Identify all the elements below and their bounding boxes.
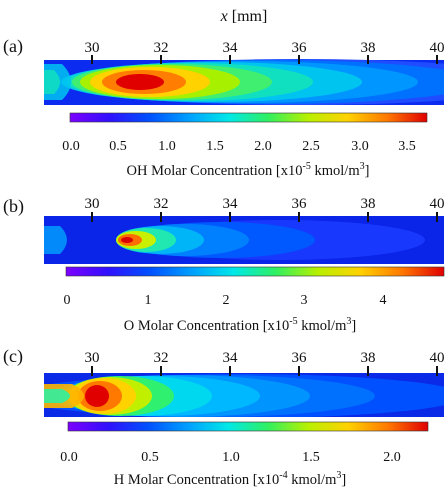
panel-a-label: (a) — [3, 36, 23, 57]
panel-b-x-tick-label: 38 — [361, 196, 376, 212]
panel-c-contour-field — [44, 373, 444, 417]
panel-c-colorbar-tick-label: 2.0 — [383, 450, 401, 465]
panel-b-colorbar-tick-label: 3 — [301, 293, 308, 308]
panel-b-colorbar-tick-label: 4 — [380, 293, 387, 308]
panel-b-inlet-core — [44, 226, 67, 254]
panel-c-x-tick-marks — [91, 366, 438, 376]
panel-a-colorbar-tick-label: 2.0 — [254, 139, 272, 154]
panel-a-colorbar-tick-label: 0.0 — [62, 139, 80, 154]
panel-a-colorbar-title: OH Molar Concentration [x10-5 kmol/m3] — [127, 161, 370, 179]
panel-a-x-tick-label: 38 — [361, 40, 376, 56]
panel-b-contour-level — [121, 237, 133, 243]
panel-c-colorbar-tick-label: 0.5 — [141, 450, 159, 465]
panel-a: (a) 30 32 34 36 38 40 — [3, 36, 445, 179]
panel-b-x-tick-label: 34 — [223, 196, 239, 212]
panel-b-contour-field — [44, 216, 444, 264]
panel-a-x-tick-label: 36 — [292, 40, 308, 56]
panel-c-x-tick-label: 32 — [154, 350, 169, 366]
panel-c-inner-lobe — [44, 389, 70, 403]
panel-b-x-tick-label: 32 — [154, 196, 169, 212]
panel-c-x-tick-label: 40 — [430, 350, 445, 366]
panel-a-colorbar-tick-label: 1.5 — [206, 139, 224, 154]
panel-c-colorbar — [67, 421, 429, 432]
panel-a-x-tick-label: 34 — [223, 40, 239, 56]
panel-b-colorbar-ticks: 0 1 2 3 4 — [64, 293, 387, 308]
panel-a-colorbar-tick-label: 3.5 — [398, 139, 416, 154]
panel-b-colorbar-title: O Molar Concentration [x10-5 kmol/m3] — [124, 316, 356, 334]
panel-b-label: (b) — [3, 196, 24, 217]
panel-a-colorbar-ticks: 0.0 0.5 1.0 1.5 2.0 2.5 3.0 3.5 — [62, 139, 416, 154]
panel-a-colorbar-tick-label: 1.0 — [158, 139, 176, 154]
panel-a-x-tick-marks — [91, 55, 438, 64]
panel-a-contour-level — [116, 74, 164, 90]
panel-a-colorbar-tick-label: 2.5 — [302, 139, 320, 154]
panel-a-x-ticks: 30 32 34 36 38 40 — [85, 40, 445, 56]
panel-a-inlet-core — [44, 70, 60, 94]
x-axis-title: x [mm] — [220, 8, 268, 25]
panel-b-x-tick-label: 40 — [430, 196, 445, 212]
panel-c-colorbar-tick-label: 0.0 — [60, 450, 78, 465]
panel-c-x-ticks: 30 32 34 36 38 40 — [85, 350, 445, 366]
panel-b-x-tick-marks — [91, 212, 438, 222]
panel-a-colorbar — [69, 112, 428, 123]
panel-a-contour-field — [44, 59, 444, 105]
panel-a-x-tick-label: 30 — [85, 40, 100, 56]
panel-c-label: (c) — [3, 346, 23, 367]
panel-b-x-tick-label: 36 — [292, 196, 308, 212]
panel-c-x-tick-label: 38 — [361, 350, 376, 366]
panel-c: (c) 30 32 34 36 38 40 — [3, 346, 445, 488]
panel-a-colorbar-tick-label: 0.5 — [109, 139, 127, 154]
panel-b-colorbar-tick-label: 2 — [223, 293, 230, 308]
panel-c-x-tick-label: 36 — [292, 350, 308, 366]
panel-c-contour-level — [85, 385, 109, 407]
panel-c-x-tick-label: 34 — [223, 350, 239, 366]
panel-b-x-tick-label: 30 — [85, 196, 100, 212]
panel-b: (b) 30 32 34 36 38 40 — [3, 196, 445, 334]
panel-c-colorbar-title: H Molar Concentration [x10-4 kmol/m3] — [114, 470, 346, 488]
panel-c-colorbar-tick-label: 1.5 — [302, 450, 320, 465]
panel-b-colorbar-tick-label: 1 — [145, 293, 152, 308]
panel-a-x-tick-label: 32 — [154, 40, 169, 56]
panel-c-colorbar-tick-label: 1.0 — [222, 450, 240, 465]
panel-b-colorbar-tick-label: 0 — [64, 293, 71, 308]
panel-a-colorbar-tick-label: 3.0 — [351, 139, 369, 154]
panel-c-x-tick-label: 30 — [85, 350, 100, 366]
panel-b-colorbar — [65, 266, 445, 277]
panel-a-x-tick-label: 40 — [430, 40, 445, 56]
panel-c-colorbar-ticks: 0.0 0.5 1.0 1.5 2.0 — [60, 450, 401, 465]
panel-b-x-ticks: 30 32 34 36 38 40 — [85, 196, 445, 212]
